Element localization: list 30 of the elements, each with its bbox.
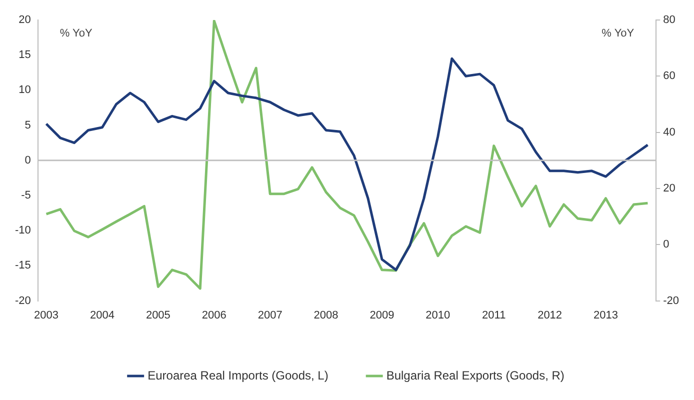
legend-label: Euroarea Real Imports (Goods, L): [148, 368, 328, 382]
x-tick-label: 2005: [146, 309, 170, 322]
y2-tick-label: -20: [663, 294, 680, 307]
y-tick-label: -5: [21, 190, 31, 202]
x-tick-label: 2011: [482, 309, 506, 322]
y-tick-label: -15: [14, 260, 31, 272]
y2-tick-label: 20: [663, 182, 676, 195]
y-axis-title: % YoY: [60, 28, 93, 40]
y2-tick-label: 60: [663, 70, 676, 82]
y-tick-label: 10: [18, 84, 31, 96]
x-tick-label: 2004: [90, 309, 114, 322]
y2-tick-label: 40: [663, 126, 676, 138]
x-tick-label: 2013: [594, 309, 618, 322]
x-tick-label: 2003: [34, 309, 59, 322]
x-tick-label: 2009: [370, 309, 394, 322]
y-tick-label: 0: [24, 154, 31, 166]
x-tick-label: 2012: [538, 309, 562, 322]
x-tick-label: 2010: [426, 309, 450, 322]
y2-tick-label: 0: [663, 238, 670, 251]
y2-tick-label: 80: [663, 14, 676, 26]
legend-label: Bulgaria Real Exports (Goods, R): [386, 368, 564, 382]
x-tick-label: 2006: [202, 309, 226, 322]
y-tick-label: -20: [14, 294, 31, 307]
x-tick-label: 2007: [258, 309, 282, 322]
y2-axis-title: % YoY: [602, 28, 635, 40]
y-tick-label: -10: [14, 224, 31, 237]
y-tick-label: 20: [18, 14, 31, 26]
x-tick-label: 2008: [314, 309, 338, 322]
y-tick-label: 5: [24, 119, 31, 132]
y-tick-label: 15: [18, 49, 31, 62]
